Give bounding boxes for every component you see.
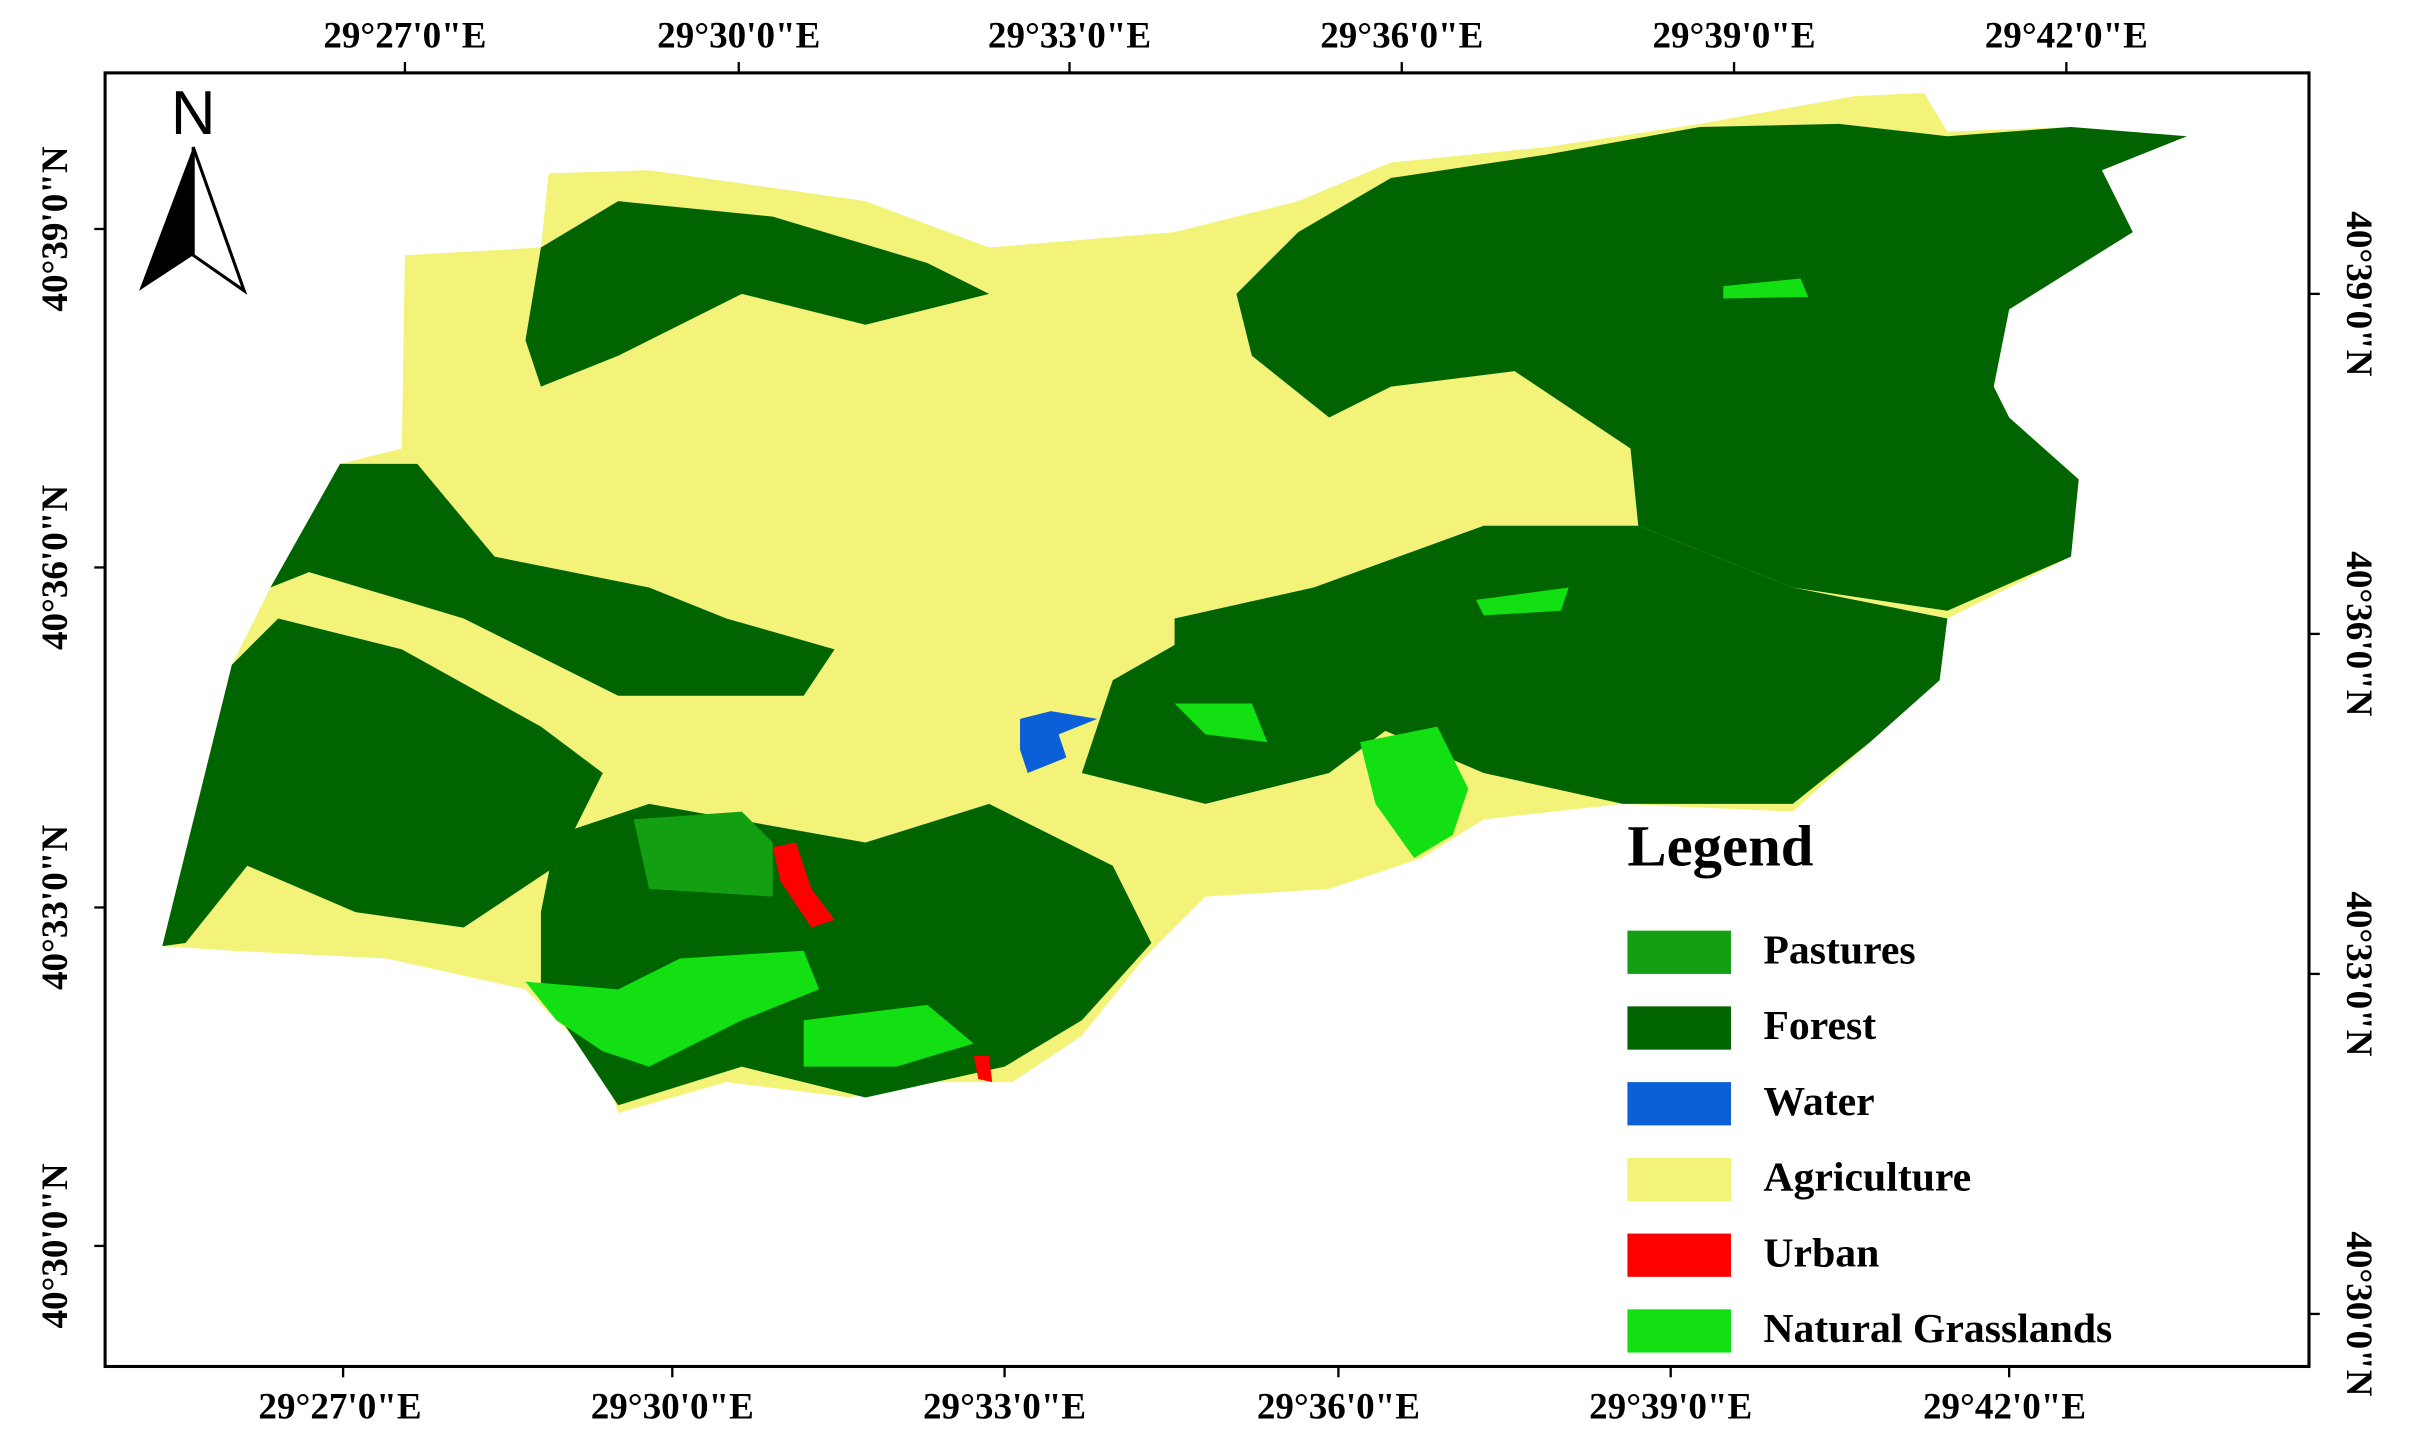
legend-swatch <box>1627 1309 1731 1353</box>
top-label: 29°27'0"E <box>323 15 486 56</box>
bottom-label: 29°36'0"E <box>1257 1386 1420 1427</box>
bottom-label: 29°42'0"E <box>1923 1386 2086 1427</box>
bottom-label: 29°30'0"E <box>591 1386 754 1427</box>
legend-swatch <box>1627 1006 1731 1050</box>
bottom-label: 29°33'0"E <box>923 1386 1086 1427</box>
right-axis-labels: 40°39'0"N 40°36'0"N 40°33'0"N 40°30'0"N <box>2338 211 2379 1396</box>
forest-area <box>270 463 835 696</box>
left-label: 40°39'0"N <box>35 146 76 311</box>
top-axis-labels: 29°27'0"E 29°30'0"E 29°33'0"E 29°36'0"E … <box>323 15 2148 56</box>
legend-title: Legend <box>1627 813 1813 878</box>
tick-marks <box>94 62 2320 1378</box>
forest-area <box>1174 525 1948 804</box>
land-cover <box>162 92 2187 1114</box>
grassland-area <box>1360 726 1469 859</box>
north-label: N <box>171 79 216 148</box>
grassland-area <box>1475 587 1569 616</box>
right-label: 40°39'0"N <box>2338 211 2379 376</box>
left-label: 40°36'0"N <box>35 485 76 650</box>
urban-area <box>772 842 835 928</box>
top-label: 29°36'0"E <box>1320 15 1483 56</box>
right-label: 40°30'0"N <box>2338 1231 2379 1396</box>
top-label: 29°42'0"E <box>1985 15 2148 56</box>
right-label: 40°36'0"N <box>2338 551 2379 716</box>
legend-label: Natural Grasslands <box>1763 1306 2112 1352</box>
forest-area <box>1236 123 2187 611</box>
legend-swatch <box>1627 930 1731 974</box>
water-area <box>1020 711 1098 774</box>
left-label: 40°33'0"N <box>35 825 76 990</box>
urban-area <box>973 1055 993 1083</box>
bottom-axis-labels: 29°27'0"E 29°30'0"E 29°33'0"E 29°36'0"E … <box>258 1386 2086 1427</box>
arrow-right <box>191 146 248 295</box>
grassland-area <box>1723 278 1809 299</box>
forest-area <box>525 201 990 387</box>
legend-swatch <box>1627 1082 1731 1126</box>
legend-label: Forest <box>1763 1003 1876 1049</box>
legend-label: Urban <box>1763 1230 1879 1276</box>
top-label: 29°30'0"E <box>657 15 820 56</box>
grassland-area <box>803 1004 974 1067</box>
legend: Legend Pastures Forest Water Agriculture Urb… <box>1627 813 2112 1353</box>
right-label: 40°33'0"N <box>2338 891 2379 1056</box>
legend-label: Water <box>1763 1079 1874 1125</box>
bottom-label: 29°39'0"E <box>1589 1386 1752 1427</box>
legend-swatch <box>1627 1233 1731 1277</box>
top-label: 29°39'0"E <box>1652 15 1815 56</box>
legend-label: Pastures <box>1763 927 1915 973</box>
forest-area <box>162 618 603 947</box>
grassland-area <box>1174 703 1268 743</box>
left-label: 40°30'0"N <box>35 1163 76 1328</box>
grassland-area <box>525 950 820 1067</box>
legend-label: Agriculture <box>1763 1155 1971 1201</box>
legend-swatch <box>1627 1157 1731 1202</box>
bottom-label: 29°27'0"E <box>258 1386 421 1427</box>
left-axis-labels: 40°39'0"N 40°36'0"N 40°33'0"N 40°30'0"N <box>35 146 76 1328</box>
north-arrow: N <box>139 79 248 295</box>
top-label: 29°33'0"E <box>988 15 1151 56</box>
pasture-area <box>633 811 773 897</box>
